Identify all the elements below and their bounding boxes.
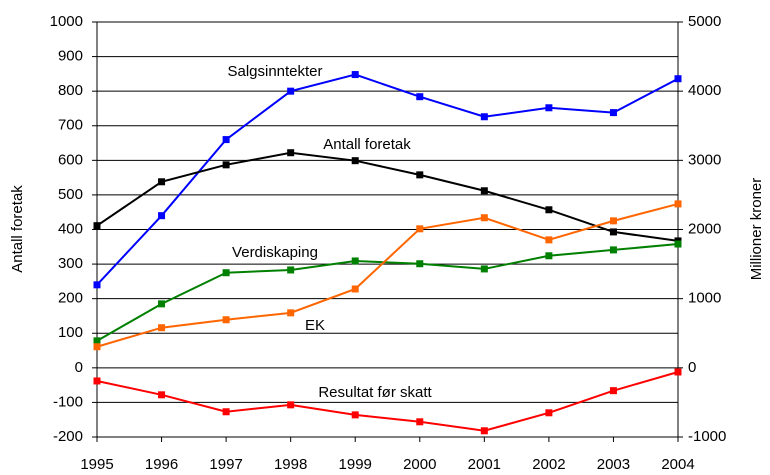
data-point <box>158 324 166 332</box>
data-point <box>222 269 230 277</box>
data-point <box>480 265 488 273</box>
series-line <box>96 202 679 348</box>
y-tick-label: 800 <box>58 82 83 99</box>
y-tick-label: 900 <box>58 48 83 65</box>
data-point <box>416 171 424 179</box>
data-point <box>93 343 101 351</box>
y2-tick-label: 2000 <box>688 220 721 237</box>
x-tick-label: 2002 <box>532 456 565 473</box>
y-tick-label: 700 <box>58 117 83 134</box>
data-point <box>222 316 230 324</box>
x-tick-label: 2004 <box>661 456 694 473</box>
x-tick-label: 1996 <box>145 456 178 473</box>
y-tick-label: -100 <box>53 393 83 410</box>
series-label: Resultat før skatt <box>318 384 432 401</box>
series-label: Salgsinntekter <box>227 63 322 80</box>
y-tick-label: 400 <box>58 220 83 237</box>
x-tick-label: 1995 <box>80 456 113 473</box>
data-point <box>609 228 617 236</box>
y-tick-label: 600 <box>58 151 83 168</box>
data-point <box>287 149 295 157</box>
data-point <box>222 408 230 416</box>
data-point <box>351 257 359 265</box>
data-point <box>93 337 101 345</box>
series-label: EK <box>305 317 325 334</box>
series-label: Verdiskaping <box>232 244 318 261</box>
data-point <box>416 93 424 101</box>
data-point <box>222 136 230 144</box>
y-tick-label: 200 <box>58 290 83 307</box>
x-tick-label: 1997 <box>209 456 242 473</box>
data-point <box>93 281 101 289</box>
data-point <box>609 109 617 117</box>
data-point <box>158 391 166 399</box>
y2-tick-label: 0 <box>688 359 696 376</box>
y2-tick-label: 3000 <box>688 151 721 168</box>
data-point <box>158 212 166 220</box>
x-tick-label: 1998 <box>274 456 307 473</box>
data-point <box>287 266 295 274</box>
data-point <box>351 71 359 79</box>
data-point <box>351 411 359 419</box>
y-tick-label: 1000 <box>50 13 83 30</box>
x-tick-label: 2003 <box>597 456 630 473</box>
data-point <box>480 113 488 121</box>
data-point <box>609 387 617 395</box>
data-point <box>545 236 553 244</box>
y2-tick-label: 4000 <box>688 82 721 99</box>
data-point <box>545 409 553 417</box>
data-point <box>480 427 488 435</box>
y2-axis-label: Millioner kroner <box>748 178 765 281</box>
y-tick-label: 0 <box>75 359 83 376</box>
data-point <box>480 214 488 222</box>
data-point <box>158 300 166 308</box>
data-point <box>674 368 682 376</box>
data-point <box>158 178 166 186</box>
data-point <box>674 200 682 208</box>
data-point <box>416 260 424 268</box>
y-tick-label: 500 <box>58 186 83 203</box>
data-point <box>93 222 101 230</box>
series-label: Antall foretak <box>323 136 411 153</box>
y2-tick-label: 1000 <box>688 290 721 307</box>
series-line <box>96 73 679 286</box>
data-point <box>674 240 682 248</box>
y-tick-label: 100 <box>58 324 83 341</box>
data-point <box>545 252 553 260</box>
series-line <box>96 151 679 242</box>
x-tick-label: 1999 <box>339 456 372 473</box>
data-point <box>416 225 424 233</box>
data-point <box>93 377 101 385</box>
data-point <box>609 217 617 225</box>
x-tick-label: 2000 <box>403 456 436 473</box>
data-point <box>351 157 359 165</box>
data-point <box>480 187 488 195</box>
data-point <box>674 75 682 83</box>
data-point <box>287 401 295 409</box>
series-line <box>96 371 679 432</box>
data-point <box>545 104 553 112</box>
data-point <box>287 87 295 95</box>
data-point <box>287 309 295 317</box>
y-tick-label: -200 <box>53 428 83 445</box>
data-point <box>416 418 424 426</box>
data-point <box>351 285 359 293</box>
y-tick-label: 300 <box>58 255 83 272</box>
data-point <box>609 246 617 254</box>
series-line <box>96 243 679 342</box>
data-point <box>222 161 230 169</box>
y-axis-label: Antall foretak <box>9 185 26 273</box>
y2-tick-label: 5000 <box>688 13 721 30</box>
data-point <box>545 206 553 214</box>
y2-tick-label: -1000 <box>688 428 726 445</box>
x-tick-label: 2001 <box>468 456 501 473</box>
